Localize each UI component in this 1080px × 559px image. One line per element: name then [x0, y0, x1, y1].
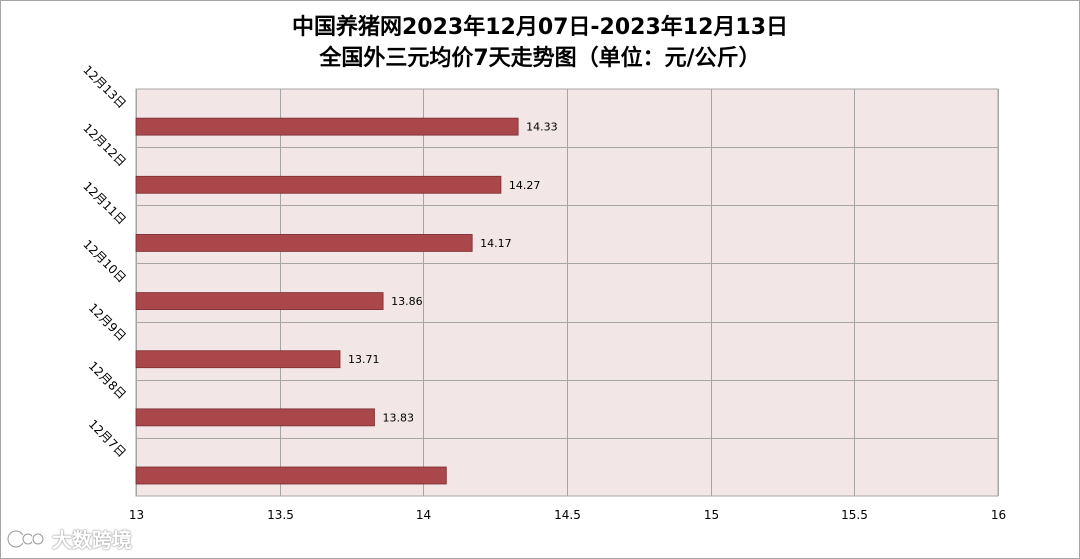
data-label: 13.86	[391, 295, 423, 308]
bar	[135, 350, 341, 369]
category-label: 12月12日	[80, 121, 128, 169]
bar	[135, 175, 502, 194]
bar	[135, 408, 375, 427]
brand-logo-icon	[6, 529, 45, 548]
category-label: 12月9日	[86, 301, 129, 344]
category-label: 12月11日	[80, 179, 128, 227]
bar	[135, 234, 473, 252]
x-tick-label: 13.5	[267, 508, 294, 522]
chart-title-line2: 全国外三元均价7天走势图（单位：元/公斤）	[319, 46, 761, 71]
chart-title-line1: 中国养猪网2023年12月07日-2023年12月13日	[291, 15, 789, 40]
data-label: 13.83	[382, 411, 414, 424]
data-label: 14.33	[526, 121, 558, 134]
category-label: 12月13日	[80, 63, 128, 111]
category-label: 12月7日	[86, 417, 129, 460]
x-tick-label: 13	[129, 508, 144, 522]
x-tick-label: 14	[416, 508, 431, 522]
data-label: 14.17	[480, 237, 512, 250]
bar	[135, 466, 447, 485]
bar	[135, 292, 384, 310]
x-tick-label: 14.5	[554, 508, 581, 522]
x-tick-label: 15.5	[841, 508, 868, 522]
category-label: 12月10日	[80, 237, 128, 285]
watermark: 大数跨境	[6, 524, 132, 553]
x-tick-label: 15	[704, 508, 719, 522]
data-label: 14.27	[509, 179, 541, 192]
watermark-text: 大数跨境	[52, 528, 132, 552]
data-label: 13.71	[348, 353, 380, 366]
x-tick-label: 16	[991, 508, 1006, 522]
category-label: 12月8日	[86, 359, 129, 402]
bar	[135, 117, 519, 136]
